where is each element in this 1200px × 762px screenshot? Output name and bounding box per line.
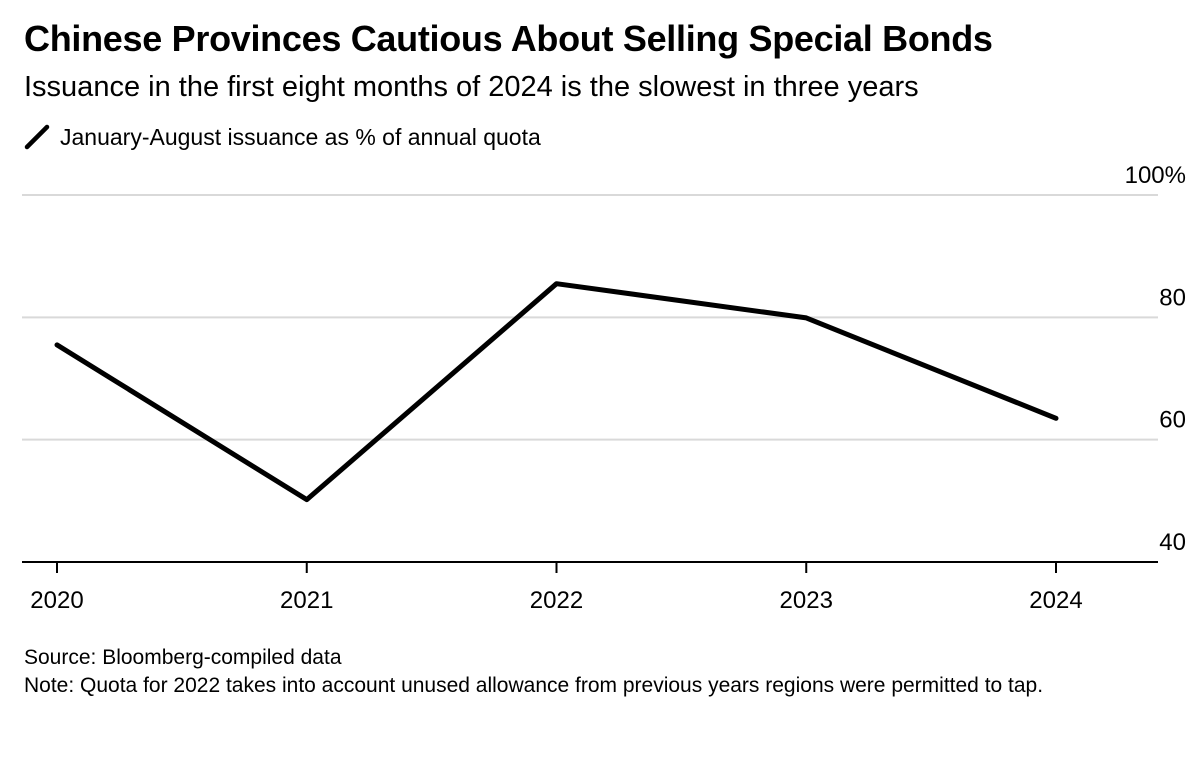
chart-title: Chinese Provinces Cautious About Selling…	[24, 18, 993, 59]
footer: Source: Bloomberg-compiled data Note: Qu…	[24, 644, 1174, 700]
y-tick-label: 40	[1159, 529, 1186, 556]
chart-subtitle: Issuance in the first eight months of 20…	[24, 71, 919, 103]
legend-line-swatch	[24, 124, 50, 150]
series-line-0	[54, 281, 1059, 503]
note-text: Note: Quota for 2022 takes into account …	[24, 674, 1044, 697]
y-axis-ticks: 40 60 80 100%	[1125, 162, 1186, 556]
series-lines	[54, 281, 1059, 503]
x-tick-label: 2020	[30, 587, 83, 614]
x-tick-label: 2021	[280, 587, 333, 614]
line-chart: 40 60 80 100% 2020 2021 2022 2023 2024	[22, 162, 1186, 614]
source-text: Source: Bloomberg-compiled data	[24, 646, 342, 669]
x-axis: 2020 2021 2022 2023 2024	[22, 561, 1158, 614]
y-tick-label: 80	[1159, 284, 1186, 311]
x-tick-label: 2024	[1029, 587, 1082, 614]
gridlines	[22, 194, 1158, 441]
legend-label: January-August issuance as % of annual q…	[60, 123, 541, 150]
legend: January-August issuance as % of annual q…	[24, 122, 541, 152]
y-tick-label: 60	[1159, 407, 1186, 434]
x-tick-label: 2023	[780, 587, 833, 614]
x-tick-label: 2022	[530, 587, 583, 614]
y-tick-label: 100%	[1125, 162, 1186, 189]
